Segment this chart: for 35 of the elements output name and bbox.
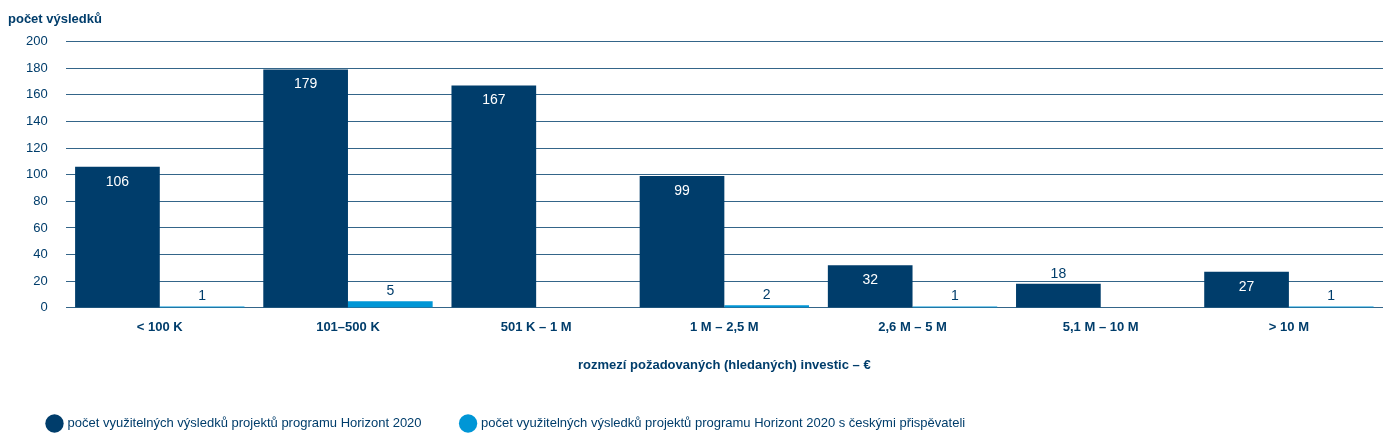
data-label: 167 bbox=[482, 91, 506, 108]
x-tick-label: < 100 K bbox=[136, 319, 184, 335]
x-tick-label: 101–500 K bbox=[316, 319, 381, 335]
y-tick-label: 100 bbox=[25, 166, 48, 182]
data-label: 1 bbox=[1327, 287, 1336, 304]
y-axis-title: počet výsledků bbox=[8, 11, 102, 27]
data-label: 27 bbox=[1238, 277, 1255, 294]
y-tick-label: 120 bbox=[25, 139, 48, 155]
bar bbox=[347, 301, 433, 308]
data-label: 18 bbox=[1050, 264, 1067, 281]
y-tick-label: 140 bbox=[25, 113, 48, 129]
y-tick-label: 40 bbox=[33, 246, 48, 262]
y-tick-label: 80 bbox=[33, 192, 48, 208]
data-label: 179 bbox=[293, 75, 318, 92]
x-tick-label: 5,1 M – 10 M bbox=[1062, 319, 1139, 335]
x-tick-label: 501 K – 1 M bbox=[500, 319, 572, 335]
y-tick-label: 20 bbox=[33, 272, 48, 288]
y-tick-label: 180 bbox=[25, 59, 48, 75]
data-label: 106 bbox=[105, 172, 130, 189]
x-tick-label: > 10 M bbox=[1268, 319, 1309, 335]
x-tick-label: 2,6 M – 5 M bbox=[878, 319, 947, 335]
legend-label: počet využitelných výsledků projektů programu Horizont 2020 s českými přispěvateli bbox=[481, 415, 966, 431]
data-label: 1 bbox=[950, 287, 959, 304]
data-label: 2 bbox=[762, 286, 771, 302]
y-tick-label: 200 bbox=[25, 33, 48, 49]
data-label: 1 bbox=[198, 287, 207, 304]
x-tick-label: 1 M – 2,5 M bbox=[690, 319, 759, 335]
data-label: 5 bbox=[386, 282, 395, 298]
y-tick-label: 160 bbox=[25, 86, 48, 102]
legend-label: počet využitelných výsledků projektů programu Horizont 2020 bbox=[67, 415, 422, 431]
data-label: 32 bbox=[862, 271, 879, 288]
y-tick-label: 0 bbox=[40, 299, 48, 315]
data-label: 99 bbox=[674, 181, 690, 198]
x-axis-title: rozmezí požadovaných (hledaných) investic – € bbox=[578, 356, 871, 372]
y-tick-label: 60 bbox=[33, 219, 48, 235]
